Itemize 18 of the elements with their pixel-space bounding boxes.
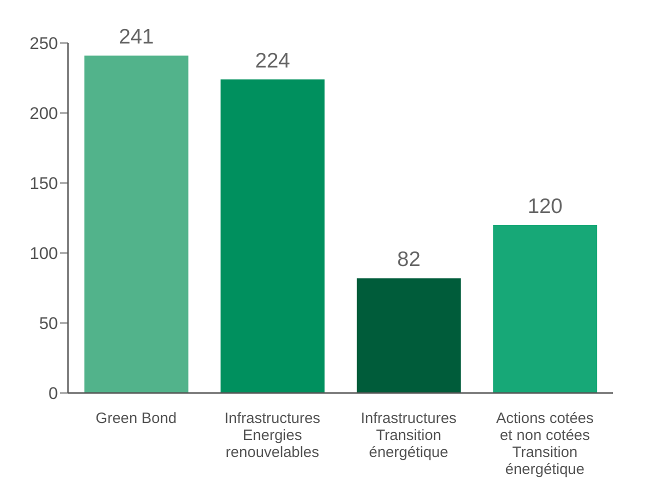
x-tick-label: Infrastructures Transition énergétique [360,410,457,461]
y-tick-label: 100 [30,244,58,264]
y-tick-label: 50 [39,314,58,334]
data-label: 241 [118,26,154,49]
bar [84,56,188,393]
x-tick-label: Infrastructures Energies renouvelables [224,410,320,461]
bar [356,278,461,393]
data-label: 120 [528,195,563,218]
y-tick-label: 0 [48,384,58,404]
y-tick-label: 250 [30,34,58,54]
bar [220,79,325,393]
y-tick-label: 200 [30,104,58,124]
y-tick-label: 150 [30,174,58,194]
data-label: 224 [255,49,290,72]
x-tick-label: Actions cotées et non cotées Transition énergétique [496,410,594,478]
bar [493,225,598,393]
data-label: 82 [397,248,421,272]
x-tick-label: Green Bond [96,410,177,427]
